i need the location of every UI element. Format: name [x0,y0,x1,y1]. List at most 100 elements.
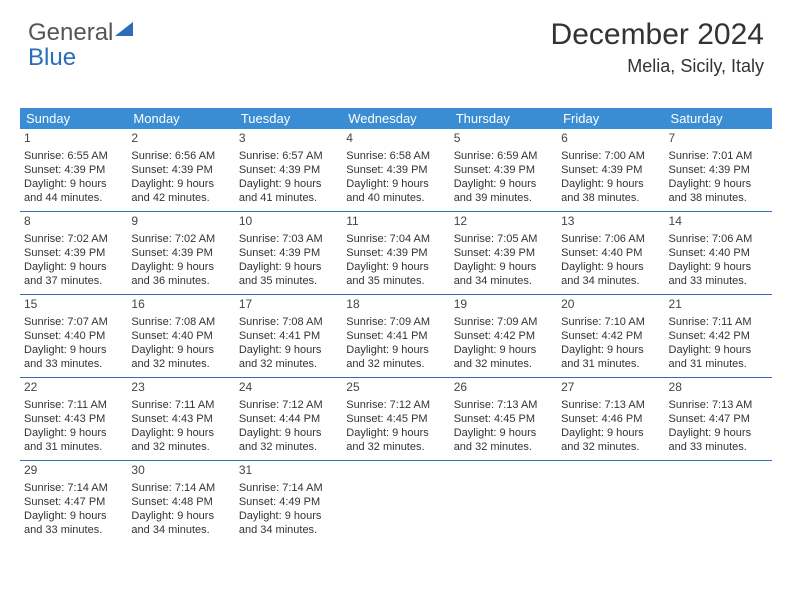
sunrise-text: Sunrise: 7:12 AM [239,398,338,412]
sunset-text: Sunset: 4:49 PM [239,495,338,509]
week-row: 15Sunrise: 7:07 AMSunset: 4:40 PMDayligh… [20,294,772,377]
day-number: 4 [346,131,445,147]
sunrise-text: Sunrise: 7:06 AM [561,232,660,246]
daylight-text: Daylight: 9 hours and 41 minutes. [239,177,338,206]
day-cell-empty [665,461,772,543]
day-cell: 21Sunrise: 7:11 AMSunset: 4:42 PMDayligh… [665,295,772,377]
sunset-text: Sunset: 4:44 PM [239,412,338,426]
sunset-text: Sunset: 4:39 PM [561,163,660,177]
day-number: 18 [346,297,445,313]
day-cell: 6Sunrise: 7:00 AMSunset: 4:39 PMDaylight… [557,129,664,211]
weekday-header: Tuesday [235,108,342,129]
daylight-text: Daylight: 9 hours and 39 minutes. [454,177,553,206]
daylight-text: Daylight: 9 hours and 33 minutes. [669,260,768,289]
sunrise-text: Sunrise: 7:14 AM [239,481,338,495]
daylight-text: Daylight: 9 hours and 38 minutes. [669,177,768,206]
sunset-text: Sunset: 4:40 PM [131,329,230,343]
day-cell: 20Sunrise: 7:10 AMSunset: 4:42 PMDayligh… [557,295,664,377]
day-cell: 14Sunrise: 7:06 AMSunset: 4:40 PMDayligh… [665,212,772,294]
day-number: 1 [24,131,123,147]
sunset-text: Sunset: 4:39 PM [346,163,445,177]
day-cell: 9Sunrise: 7:02 AMSunset: 4:39 PMDaylight… [127,212,234,294]
day-cell: 17Sunrise: 7:08 AMSunset: 4:41 PMDayligh… [235,295,342,377]
sunrise-text: Sunrise: 7:14 AM [24,481,123,495]
sunset-text: Sunset: 4:39 PM [346,246,445,260]
day-number: 31 [239,463,338,479]
daylight-text: Daylight: 9 hours and 34 minutes. [131,509,230,538]
day-cell: 28Sunrise: 7:13 AMSunset: 4:47 PMDayligh… [665,378,772,460]
day-cell: 3Sunrise: 6:57 AMSunset: 4:39 PMDaylight… [235,129,342,211]
day-cell: 12Sunrise: 7:05 AMSunset: 4:39 PMDayligh… [450,212,557,294]
day-cell: 4 Sunrise: 6:58 AMSunset: 4:39 PMDaylight… [342,129,449,211]
weekday-header: Friday [557,108,664,129]
sunrise-text: Sunrise: 6:58 AM [346,149,445,163]
daylight-text: Daylight: 9 hours and 33 minutes. [24,509,123,538]
day-number: 29 [24,463,123,479]
day-number: 30 [131,463,230,479]
day-cell: 30Sunrise: 7:14 AMSunset: 4:48 PMDayligh… [127,461,234,543]
daylight-text: Daylight: 9 hours and 32 minutes. [239,343,338,372]
week-row: 8Sunrise: 7:02 AMSunset: 4:39 PMDaylight… [20,211,772,294]
daylight-text: Daylight: 9 hours and 33 minutes. [24,343,123,372]
sunrise-text: Sunrise: 7:08 AM [131,315,230,329]
logo-text-general: General [28,20,113,45]
daylight-text: Daylight: 9 hours and 32 minutes. [346,426,445,455]
daylight-text: Daylight: 9 hours and 40 minutes. [346,177,445,206]
daylight-text: Daylight: 9 hours and 34 minutes. [561,260,660,289]
sunrise-text: Sunrise: 7:01 AM [669,149,768,163]
daylight-text: Daylight: 9 hours and 35 minutes. [239,260,338,289]
sunset-text: Sunset: 4:40 PM [24,329,123,343]
title-block: December 2024 Melia, Sicily, Italy [551,18,764,77]
sunset-text: Sunset: 4:43 PM [24,412,123,426]
day-number: 20 [561,297,660,313]
sunset-text: Sunset: 4:45 PM [454,412,553,426]
week-row: 29Sunrise: 7:14 AMSunset: 4:47 PMDayligh… [20,460,772,543]
sunrise-text: Sunrise: 7:13 AM [454,398,553,412]
daylight-text: Daylight: 9 hours and 31 minutes. [669,343,768,372]
sunset-text: Sunset: 4:42 PM [561,329,660,343]
day-cell: 19Sunrise: 7:09 AMSunset: 4:42 PMDayligh… [450,295,557,377]
sunrise-text: Sunrise: 6:57 AM [239,149,338,163]
sunset-text: Sunset: 4:39 PM [24,163,123,177]
day-cell: 24Sunrise: 7:12 AMSunset: 4:44 PMDayligh… [235,378,342,460]
sunrise-text: Sunrise: 7:06 AM [669,232,768,246]
sunset-text: Sunset: 4:39 PM [239,246,338,260]
sunset-text: Sunset: 4:43 PM [131,412,230,426]
day-cell: 18Sunrise: 7:09 AMSunset: 4:41 PMDayligh… [342,295,449,377]
day-cell: 23Sunrise: 7:11 AMSunset: 4:43 PMDayligh… [127,378,234,460]
sunset-text: Sunset: 4:39 PM [24,246,123,260]
sunrise-text: Sunrise: 7:13 AM [561,398,660,412]
day-number: 12 [454,214,553,230]
weekday-header: Saturday [665,108,772,129]
day-cell: 15 Sunrise: 7:07 AMSunset: 4:40 PMDayligh… [20,295,127,377]
sunrise-text: Sunrise: 6:56 AM [131,149,230,163]
logo: General Blue [28,20,133,70]
day-cell: 27Sunrise: 7:13 AMSunset: 4:46 PMDayligh… [557,378,664,460]
sunset-text: Sunset: 4:48 PM [131,495,230,509]
daylight-text: Daylight: 9 hours and 38 minutes. [561,177,660,206]
daylight-text: Daylight: 9 hours and 33 minutes. [669,426,768,455]
sunrise-text: Sunrise: 7:11 AM [24,398,123,412]
day-cell: 7Sunrise: 7:01 AMSunset: 4:39 PMDaylight… [665,129,772,211]
sunrise-text: Sunrise: 6:59 AM [454,149,553,163]
daylight-text: Daylight: 9 hours and 35 minutes. [346,260,445,289]
day-number: 28 [669,380,768,396]
day-cell-empty [450,461,557,543]
sunrise-text: Sunrise: 7:10 AM [561,315,660,329]
sunset-text: Sunset: 4:40 PM [561,246,660,260]
sunset-text: Sunset: 4:45 PM [346,412,445,426]
sunset-text: Sunset: 4:47 PM [669,412,768,426]
day-number: 25 [346,380,445,396]
day-cell: 22Sunrise: 7:11 AMSunset: 4:43 PMDayligh… [20,378,127,460]
sunrise-text: Sunrise: 7:07 AM [24,315,123,329]
sunrise-text: Sunrise: 7:04 AM [346,232,445,246]
daylight-text: Daylight: 9 hours and 44 minutes. [24,177,123,206]
day-cell: 5Sunrise: 6:59 AMSunset: 4:39 PMDaylight… [450,129,557,211]
day-cell: 31Sunrise: 7:14 AMSunset: 4:49 PMDayligh… [235,461,342,543]
sunrise-text: Sunrise: 7:03 AM [239,232,338,246]
sunrise-text: Sunrise: 7:08 AM [239,315,338,329]
day-number: 27 [561,380,660,396]
day-number: 15 [24,297,123,313]
sunset-text: Sunset: 4:41 PM [239,329,338,343]
daylight-text: Daylight: 9 hours and 37 minutes. [24,260,123,289]
